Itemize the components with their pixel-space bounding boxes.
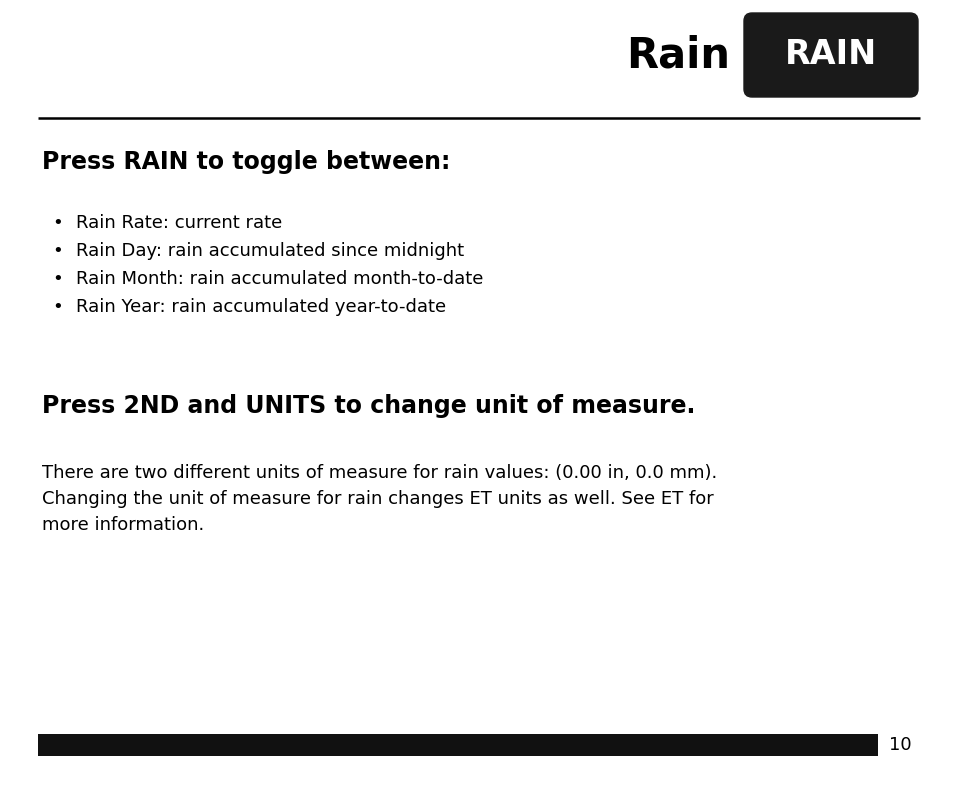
Text: •: •: [52, 270, 63, 288]
Text: Rain Day: rain accumulated since midnight: Rain Day: rain accumulated since midnigh…: [76, 242, 464, 260]
Text: Press RAIN to toggle between:: Press RAIN to toggle between:: [42, 150, 450, 174]
Text: Rain Year: rain accumulated year-to-date: Rain Year: rain accumulated year-to-date: [76, 298, 446, 316]
Text: more information.: more information.: [42, 516, 204, 534]
Text: Press 2ND and UNITS to change unit of measure.: Press 2ND and UNITS to change unit of me…: [42, 394, 695, 418]
FancyBboxPatch shape: [743, 13, 917, 97]
Text: 10: 10: [888, 736, 910, 754]
Text: Rain: Rain: [625, 34, 729, 76]
Bar: [38, 734, 877, 756]
Text: RAIN: RAIN: [784, 39, 876, 72]
Text: Rain Month: rain accumulated month-to-date: Rain Month: rain accumulated month-to-da…: [76, 270, 483, 288]
Text: •: •: [52, 242, 63, 260]
Text: •: •: [52, 298, 63, 316]
Text: There are two different units of measure for rain values: (0.00 in, 0.0 mm).: There are two different units of measure…: [42, 464, 717, 482]
Text: Changing the unit of measure for rain changes ET units as well. See ET for: Changing the unit of measure for rain ch…: [42, 490, 713, 508]
Text: •: •: [52, 214, 63, 232]
Text: Rain Rate: current rate: Rain Rate: current rate: [76, 214, 282, 232]
